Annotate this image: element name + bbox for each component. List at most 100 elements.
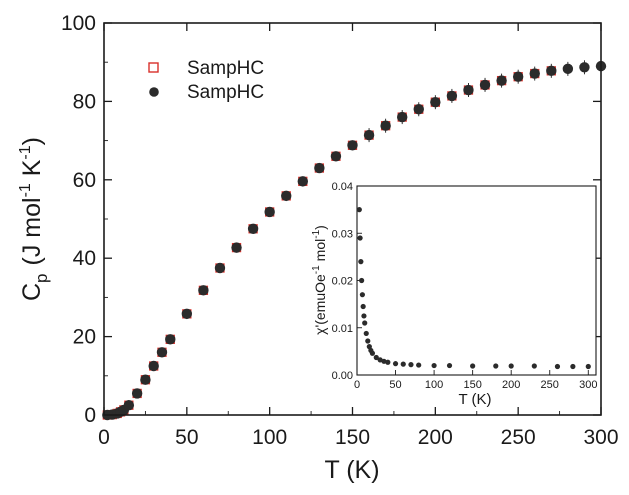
main-point-circle (397, 111, 408, 123)
main-point-circle (198, 285, 209, 296)
inset-x-tick-label: 300 (579, 379, 597, 391)
inset-point (570, 363, 576, 370)
legend-label: SampHC (187, 58, 264, 79)
inset-point (400, 361, 406, 367)
main-x-tick-label: 50 (175, 426, 198, 449)
inset-y-tick-label: 0.04 (332, 181, 353, 193)
main-point-circle (363, 129, 375, 141)
inset-point (554, 363, 561, 370)
inset-point (446, 362, 453, 369)
inset-y-label-exp1: -1 (311, 265, 322, 274)
inset-point (531, 363, 537, 369)
main-y-label-exp2: -1 (17, 145, 34, 159)
inset-point (385, 359, 391, 365)
inset-point (392, 361, 399, 367)
main-y-label-subscript: p (32, 273, 51, 282)
legend-marker-open-square (148, 62, 159, 73)
main-point-circle (430, 96, 441, 108)
inset-point (508, 363, 514, 369)
main-point-circle (463, 84, 474, 96)
main-point-circle (148, 360, 159, 372)
main-y-label-mid: K (18, 159, 46, 183)
main-point-circle (496, 75, 507, 86)
main-y-label-symbol: C (18, 283, 46, 301)
main-y-label-units: (J mol (18, 197, 46, 265)
main-point-circle (264, 206, 275, 218)
inset-point (431, 362, 437, 369)
inset-point (358, 259, 364, 265)
inset-x-tick-label: 100 (425, 379, 443, 391)
inset-y-tick-label: 0.00 (332, 370, 353, 382)
inset-y-label-mid: mol (312, 239, 328, 262)
inset-y-label-exp2: -1 (311, 229, 322, 238)
main-x-tick-label: 150 (335, 426, 370, 449)
main-x-tick-label: 250 (501, 426, 536, 449)
inset-point (369, 350, 376, 356)
inset-point (416, 362, 422, 368)
main-point-circle (247, 223, 259, 234)
inset-point (493, 363, 499, 369)
legend: SampHC SampHC (148, 58, 264, 103)
main-point-circle (479, 79, 491, 91)
main-point-circle (231, 242, 242, 253)
main-y-tick-label: 0 (84, 404, 96, 427)
main-series-samphc-circles (102, 60, 607, 421)
main-point-circle (297, 176, 308, 187)
main-point-circle (529, 68, 540, 79)
inset-series-chi (356, 207, 591, 370)
main-point-circle (562, 63, 574, 75)
main-point-circle (330, 151, 342, 162)
main-point-circle (156, 347, 168, 358)
inset-point (356, 207, 362, 213)
inset-x-tick-label: 200 (502, 379, 520, 391)
inset-y-tick-label: 0.03 (332, 228, 353, 240)
legend-marker-filled-circle (149, 87, 159, 97)
main-y-tick-label: 20 (73, 326, 96, 349)
inset-point (408, 362, 414, 368)
legend-label: SampHC (187, 82, 264, 103)
inset-point (373, 354, 379, 361)
inset-point (365, 338, 371, 344)
main-y-label-close: ) (18, 137, 46, 145)
main-point-circle (214, 262, 226, 274)
main-y-label-exp1: -1 (17, 183, 34, 197)
inset-point (361, 313, 367, 319)
inset-point (362, 320, 368, 326)
main-y-tick-label: 80 (73, 90, 96, 113)
inset-y-label-close: ) (312, 225, 328, 230)
inset-x-tick-label: 50 (389, 379, 401, 391)
main-point-circle (347, 140, 358, 151)
inset-x-tick-label: 150 (463, 379, 481, 391)
main-point-circle (546, 65, 557, 77)
main-plot-frame (103, 22, 602, 416)
main-point-circle (446, 90, 458, 102)
main-point-circle (281, 190, 292, 202)
main-y-tick-label: 100 (61, 12, 96, 35)
main-y-axis-label: Cp(J mol-1 K-1) (17, 137, 51, 301)
main-x-tick-label: 0 (98, 426, 110, 449)
inset-axis-ticks (356, 185, 589, 376)
main-point-circle (131, 388, 143, 399)
main-point-circle (181, 308, 193, 320)
main-x-tick-label: 200 (418, 426, 453, 449)
inset-point (360, 303, 366, 310)
main-point-circle (413, 104, 424, 115)
main-point-circle (579, 62, 590, 73)
main-point-circle (380, 120, 391, 131)
inset-plot-frame (356, 185, 597, 376)
inset-point (357, 235, 363, 241)
inset-y-axis-label: χ'(emuOe-1mol-1) (311, 225, 328, 335)
main-x-axis-label: T (K) (324, 456, 379, 484)
main-y-tick-label: 60 (73, 169, 96, 192)
inset-point (585, 363, 591, 370)
main-x-tick-label: 100 (252, 426, 287, 449)
inset-x-axis-label: T (K) (458, 391, 491, 408)
main-y-tick-label: 40 (73, 247, 96, 270)
inset-point (359, 292, 365, 298)
main-point-circle (123, 400, 135, 411)
main-point-circle (314, 162, 325, 174)
inset-y-tick-label: 0.02 (332, 276, 353, 288)
main-point-circle (140, 374, 151, 385)
